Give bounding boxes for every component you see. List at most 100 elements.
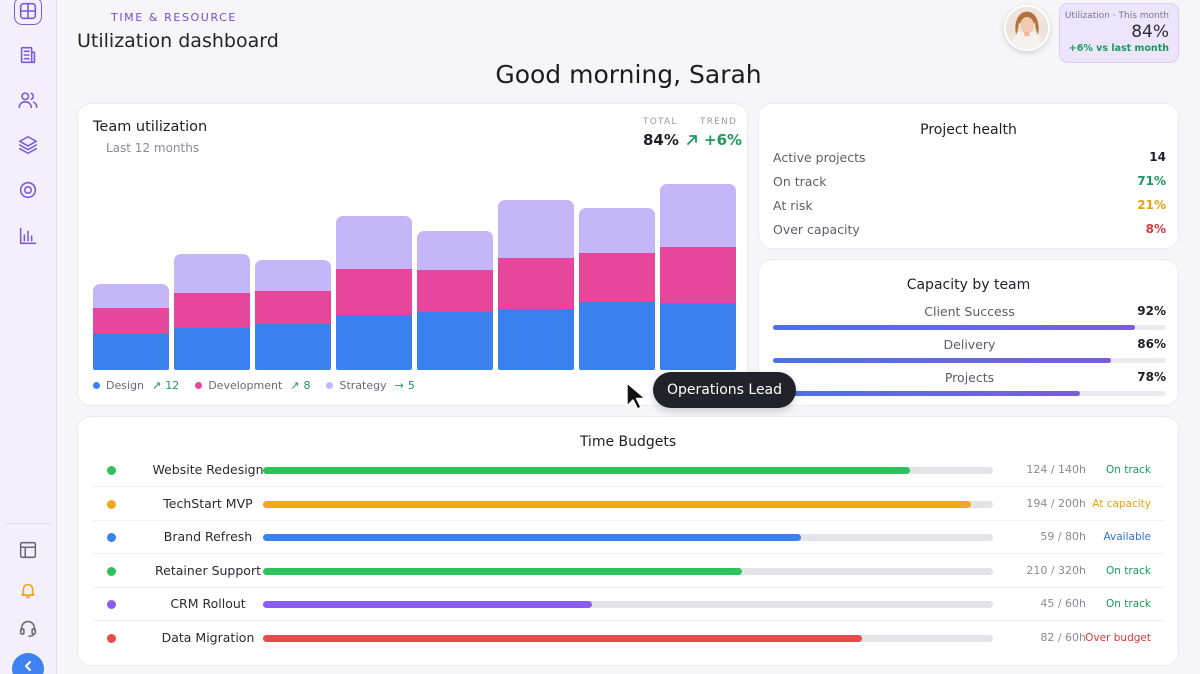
- health-row-label: At risk: [773, 198, 813, 213]
- legend-dot: [326, 382, 334, 389]
- collapse-sidebar-button[interactable]: [12, 653, 44, 674]
- budget-status-dot: [107, 566, 116, 576]
- legend-change: ↗ 8: [290, 379, 310, 392]
- total-label: TOTAL: [643, 117, 678, 127]
- project-health-card: Project health Active projects 14 On track…: [758, 103, 1179, 249]
- project-health-title: Project health: [920, 122, 1017, 138]
- capacity-percent: 92%: [1137, 304, 1166, 318]
- capacity-bar-fill: [773, 358, 1111, 363]
- headset-icon[interactable]: [14, 614, 42, 642]
- bar-segment-development: [174, 293, 250, 328]
- building-icon[interactable]: [14, 41, 42, 69]
- page-title: Utilization dashboard: [77, 30, 279, 52]
- chevron-left-icon: [24, 660, 32, 672]
- bar-segment-strategy: [660, 184, 736, 247]
- bar-column[interactable]: [417, 104, 493, 370]
- legend-arrow-icon: →: [394, 379, 404, 392]
- bell-icon[interactable]: [14, 576, 42, 604]
- budget-progress-fill: [263, 567, 742, 575]
- trend-value-wrap: +6%: [685, 131, 742, 149]
- capacity-bar: [773, 325, 1166, 330]
- avatar[interactable]: [1004, 5, 1050, 51]
- legend-item[interactable]: Development ↗ 8: [195, 379, 310, 392]
- budget-row[interactable]: Data Migration 82 / 60h Over budget: [93, 622, 1165, 655]
- budget-row[interactable]: Retainer Support 210 / 320h On track: [93, 555, 1165, 588]
- tooltip: Operations Lead: [653, 372, 796, 408]
- utilization-value: 84%: [1131, 22, 1169, 42]
- legend-arrow-icon: ↗: [290, 379, 300, 392]
- health-row-value: 21%: [1137, 198, 1166, 212]
- budget-hours: 194 / 200h: [1026, 496, 1086, 510]
- grid-icon[interactable]: [14, 0, 42, 25]
- budget-hours: 82 / 60h: [1040, 631, 1086, 644]
- legend-dot: [93, 382, 100, 389]
- bar-segment-strategy: [174, 254, 250, 293]
- trend-label: TREND: [700, 117, 738, 127]
- health-row: Over capacity 8%: [773, 222, 1166, 237]
- budget-hours: 59 / 80h: [1040, 530, 1086, 544]
- budget-status-dot: [107, 533, 116, 543]
- bar-segment-design: [174, 328, 250, 370]
- legend-change: → 5: [395, 379, 415, 392]
- sidebar-divider: [6, 523, 51, 524]
- budget-row[interactable]: Brand Refresh 59 / 80h Available: [93, 521, 1165, 555]
- budget-row[interactable]: Website Redesign 124 / 140h On track: [93, 454, 1165, 487]
- trend-value: +6%: [704, 131, 743, 149]
- budget-status: On track: [1106, 464, 1151, 476]
- legend-change-value: 5: [407, 379, 415, 392]
- capacity-team-name: Delivery: [943, 337, 996, 352]
- bar-segment-development: [93, 308, 169, 334]
- legend-change-value: 12: [165, 379, 180, 392]
- capacity-title: Capacity by team: [906, 277, 1031, 293]
- budget-status-dot: [107, 499, 116, 509]
- bar-segment-design: [498, 309, 574, 370]
- legend-item[interactable]: Design ↗ 12: [93, 379, 179, 392]
- legend-change: ↗ 12: [152, 379, 179, 392]
- bar-column[interactable]: [498, 104, 574, 370]
- capacity-percent: 78%: [1137, 370, 1166, 384]
- budget-row[interactable]: CRM Rollout 45 / 60h On track: [93, 588, 1165, 622]
- legend-item[interactable]: Strategy → 5: [326, 379, 415, 392]
- bar-segment-development: [660, 247, 736, 303]
- budget-project-name: Data Migration: [161, 630, 255, 645]
- health-row: Active projects 14: [773, 150, 1166, 165]
- budget-progress-bar: [263, 567, 993, 575]
- bar-segment-design: [255, 324, 331, 370]
- bar-segment-strategy: [579, 208, 655, 253]
- bar-segment-design: [579, 302, 655, 370]
- mouse-cursor-icon: [626, 382, 646, 410]
- legend-dot: [195, 382, 203, 389]
- greeting: Good morning, Sarah: [495, 60, 762, 89]
- utilization-change: +6% vs last month: [1068, 43, 1169, 54]
- budget-progress-fill: [263, 467, 910, 474]
- utilization-summary-card[interactable]: Utilization · This month 84% +6% vs last…: [1059, 3, 1179, 63]
- bar-segment-design: [336, 315, 412, 370]
- bar-column[interactable]: [336, 104, 412, 370]
- bar-column[interactable]: [579, 104, 655, 370]
- total-value: 84%: [643, 131, 679, 149]
- layout-icon[interactable]: [14, 536, 42, 564]
- health-row-value: 71%: [1137, 174, 1166, 188]
- bar-column[interactable]: [255, 104, 331, 370]
- budget-project-name: TechStart MVP: [163, 495, 253, 511]
- budget-hours: 45 / 60h: [1040, 597, 1086, 611]
- users-icon[interactable]: [14, 86, 42, 114]
- bar-chart-icon[interactable]: [14, 222, 42, 250]
- capacity-percent: 86%: [1137, 337, 1166, 351]
- health-row: On track 71%: [773, 174, 1166, 189]
- capacity-row: Client Success 92%: [773, 304, 1166, 330]
- capacity-bar-fill: [773, 325, 1135, 330]
- budget-row[interactable]: TechStart MVP 194 / 200h At capacity: [93, 488, 1165, 521]
- capacity-row: Projects 78%: [773, 370, 1166, 396]
- legend-change-value: 8: [303, 379, 311, 392]
- budget-status-dot: [107, 600, 116, 610]
- capacity-bar: [773, 391, 1166, 396]
- bar-column[interactable]: [174, 104, 250, 370]
- target-icon[interactable]: [14, 176, 42, 204]
- sidebar: [0, 0, 57, 674]
- layers-icon[interactable]: [14, 131, 42, 159]
- bar-column[interactable]: [93, 104, 169, 370]
- bar-column[interactable]: [660, 104, 736, 370]
- team-utilization-card: Team utilization Last 12 months TOTAL 84…: [77, 103, 748, 406]
- legend-label: Strategy: [339, 379, 387, 392]
